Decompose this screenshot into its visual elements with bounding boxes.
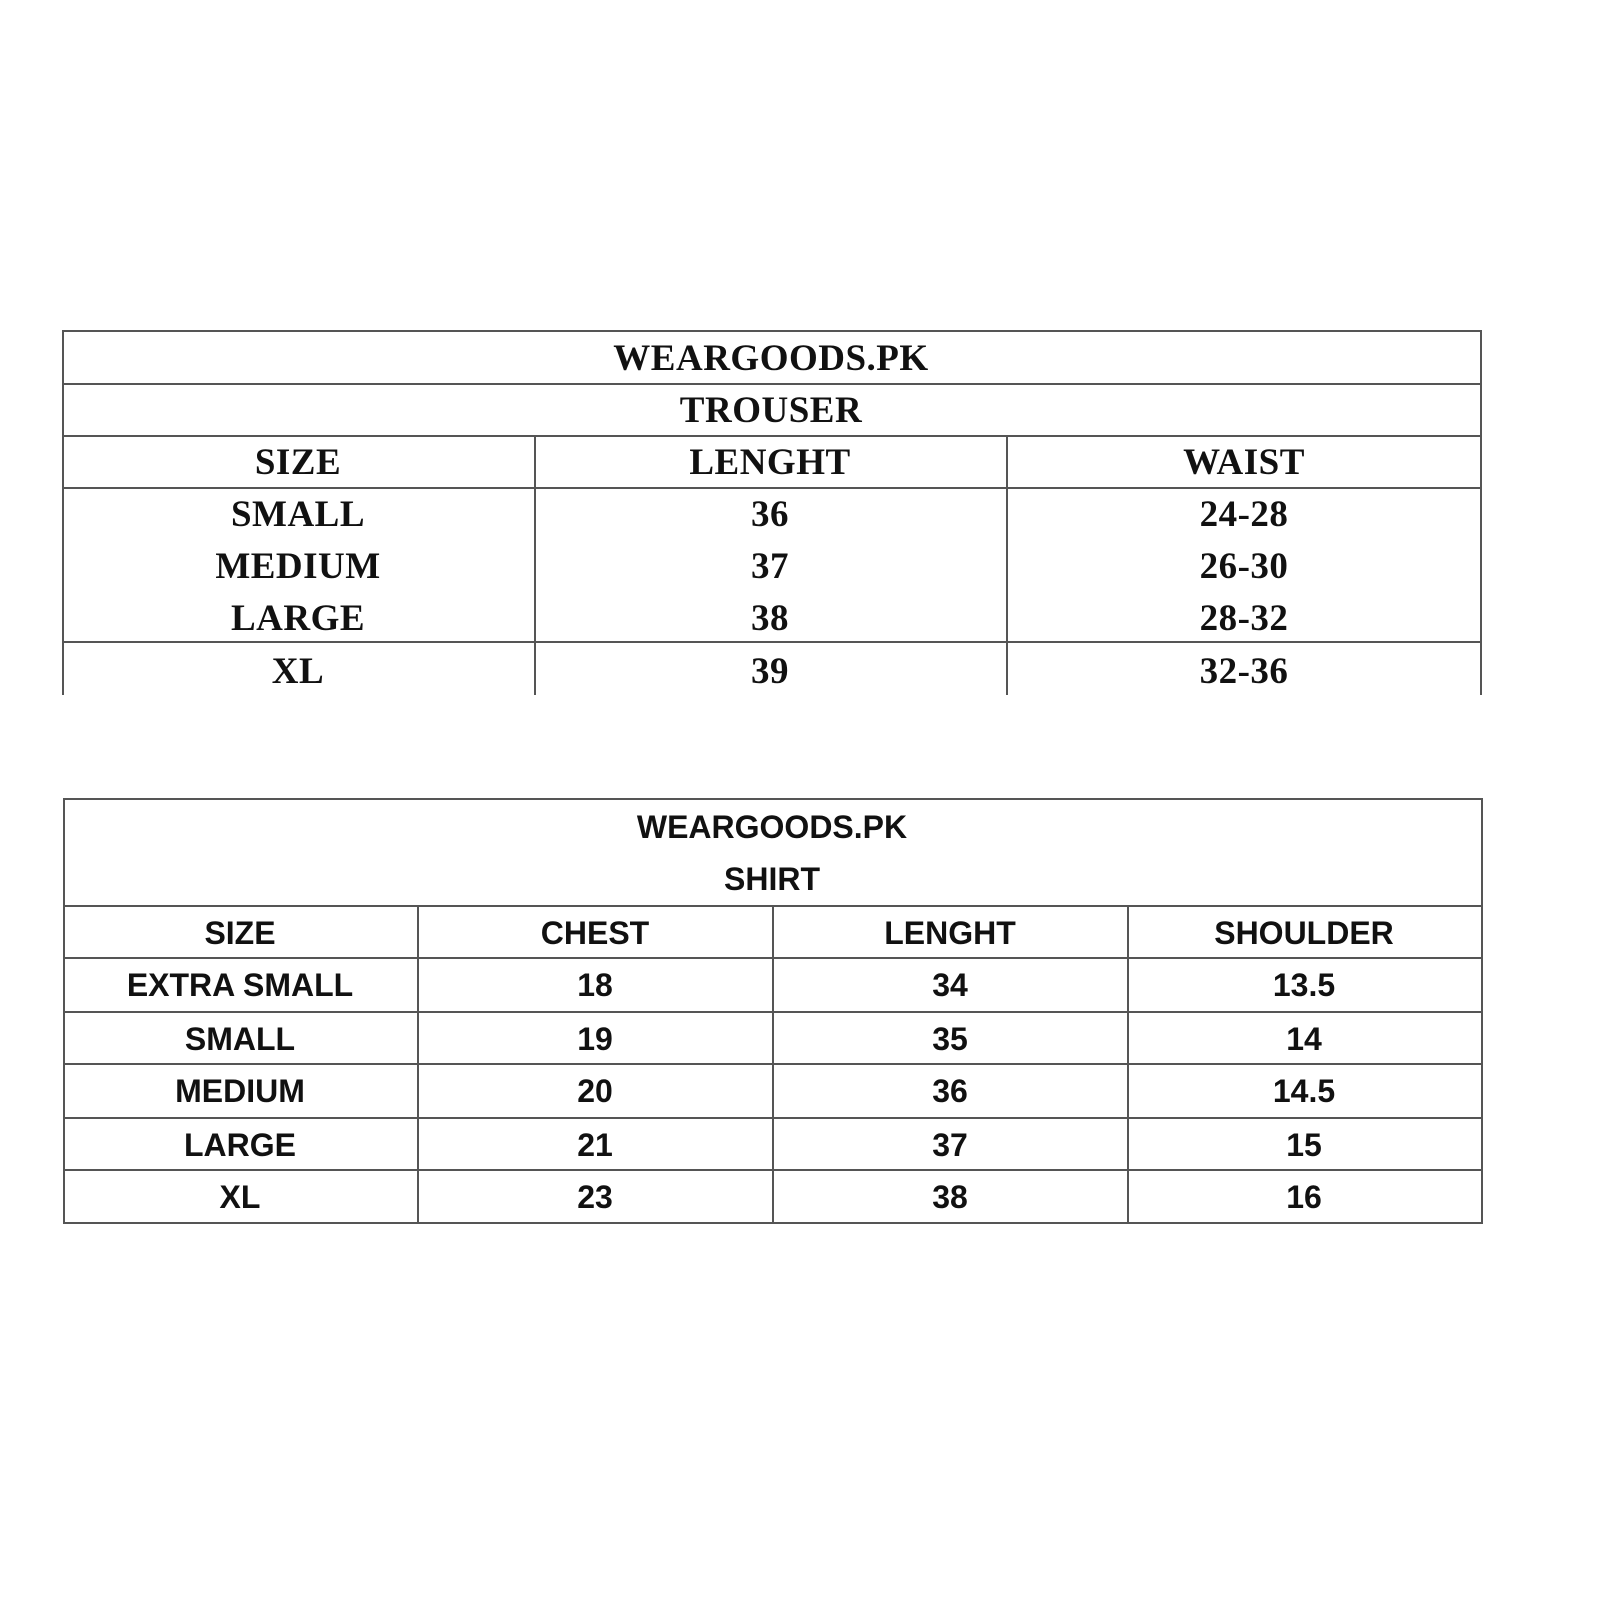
table-cell: SMALL [184,1021,296,1057]
table-cell: 37 [751,546,789,587]
table-cell: 36 [751,494,789,535]
table-border [62,641,1482,643]
table-cell: 36 [932,1073,968,1109]
table-cell: 35 [932,1021,968,1057]
column-header: WAIST [1183,442,1305,483]
column-header: SIZE [254,442,342,483]
table-cell: 13.5 [1272,967,1336,1003]
column-header: SIZE [204,915,276,951]
table-border [1480,330,1482,695]
table-title: TROUSER [679,390,863,431]
table-cell: 19 [577,1021,613,1057]
table-cell: 39 [751,651,789,692]
table-cell: MEDIUM [215,546,381,587]
table-cell: 38 [932,1179,968,1215]
column-header: LENGHT [689,442,851,483]
table-cell: XL [219,1179,261,1215]
table-cell: 28-32 [1199,598,1289,639]
table-border [62,330,1482,332]
brand-title: WEARGOODS.PK [613,338,929,379]
table-cell: XL [271,651,325,692]
table-border [62,487,1482,489]
table-cell: LARGE [184,1127,296,1163]
table-cell: MEDIUM [175,1073,305,1109]
column-header: CHEST [540,915,650,951]
table-border [1127,905,1129,1224]
table-cell: 38 [751,598,789,639]
table-cell: 15 [1286,1127,1322,1163]
table-border [62,383,1482,385]
table-cell: 24-28 [1199,494,1289,535]
table-cell: 20 [577,1073,613,1109]
table-border [62,435,1482,437]
table-cell: 32-36 [1199,651,1289,692]
table-border [62,330,64,695]
table-cell: 37 [932,1127,968,1163]
table-title: SHIRT [724,861,820,897]
table-border [63,798,65,1224]
table-border [772,905,774,1224]
table-border [534,435,536,695]
table-cell: LARGE [230,598,366,639]
table-cell: 21 [577,1127,613,1163]
table-cell: 34 [932,967,968,1003]
table-cell: 16 [1286,1179,1322,1215]
table-border [1481,798,1483,1224]
table-cell: 14.5 [1272,1073,1336,1109]
table-border [63,798,1483,800]
table-cell: 14 [1286,1021,1322,1057]
table-cell: 23 [577,1179,613,1215]
table-border [1006,435,1008,695]
column-header: SHOULDER [1214,915,1394,951]
brand-title: WEARGOODS.PK [636,809,908,845]
column-header: LENGHT [884,915,1016,951]
table-cell: SMALL [230,494,366,535]
table-cell: 18 [577,967,613,1003]
table-cell: EXTRA SMALL [126,967,354,1003]
table-cell: 26-30 [1199,546,1289,587]
table-border [417,905,419,1224]
